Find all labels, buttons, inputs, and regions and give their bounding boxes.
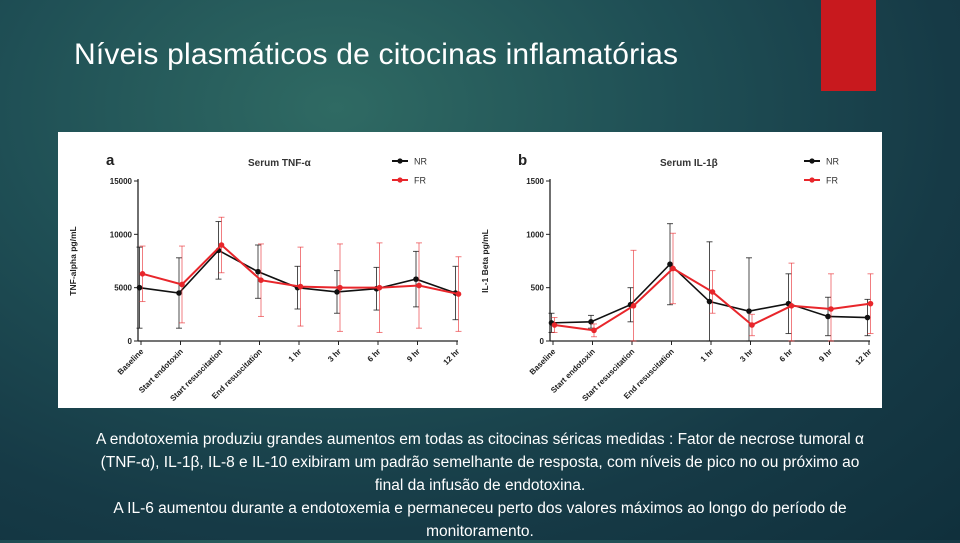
data-point-fr	[258, 277, 264, 283]
x-tick-label: 12 hr	[442, 347, 462, 367]
data-point-nr	[667, 261, 673, 267]
y-tick-label: 5000	[114, 284, 132, 293]
data-point-nr	[864, 314, 871, 321]
data-point-nr	[746, 308, 752, 314]
caption-line: A endotoxemia produziu grandes aumentos …	[96, 431, 864, 448]
il1-panel: b Serum IL-1β NR FR 0 500 1000 1500 IL-1 Beta pg…	[470, 132, 882, 408]
caption-line: final da infusão de endotoxina.	[374, 477, 586, 494]
legend-label: NR	[826, 157, 839, 167]
figure: a Serum TNF-α NR FR 0 5000 10000 15000 TNF-alpha…	[58, 132, 882, 408]
data-point-fr	[551, 322, 558, 328]
legend-label: FR	[826, 176, 838, 186]
x-tick-label: 1 hr	[699, 347, 716, 364]
panel-label: a	[106, 152, 115, 169]
legend-label: FR	[414, 176, 426, 186]
y-tick-label: 0	[540, 337, 545, 346]
x-tick-label: 1 hr	[287, 347, 304, 364]
data-point-nr	[413, 276, 419, 282]
data-point-nr	[706, 298, 713, 305]
tnf-chart: a Serum TNF-α NR FR 0 5000 10000 15000 TNF-alpha…	[68, 152, 462, 403]
legend-marker	[397, 177, 403, 183]
x-tick-label: 3 hr	[738, 347, 755, 364]
y-tick-label: 1500	[526, 177, 544, 186]
y-tick-label: 15000	[110, 177, 133, 186]
caption-line: monitoramento.	[426, 523, 534, 540]
y-tick-label: 500	[531, 284, 545, 293]
y-tick-label: 1000	[526, 230, 544, 239]
x-tick-label: 6 hr	[778, 347, 795, 364]
x-tick-label: 3 hr	[326, 347, 343, 364]
caption: A endotoxemia produziu grandes aumentos …	[0, 428, 960, 543]
x-tick-label: Baseline	[116, 347, 146, 377]
data-point-fr	[297, 283, 304, 290]
data-point-nr	[334, 289, 340, 295]
panel-label: b	[518, 152, 527, 169]
data-point-fr	[139, 271, 146, 277]
chart-title: Serum IL-1β	[660, 158, 718, 169]
data-point-fr	[709, 289, 716, 295]
data-point-nr	[176, 290, 182, 296]
legend-marker	[397, 158, 403, 164]
caption-line: (TNF-α), IL-1β, IL-8 e IL-10 exibiram um…	[100, 454, 860, 471]
data-point-nr	[136, 284, 143, 291]
x-tick-label: Baseline	[528, 347, 558, 377]
y-axis-label: IL-1 Beta pg/mL	[480, 229, 490, 293]
il1-chart: b Serum IL-1β NR FR 0 500 1000 1500 IL-1 Beta pg…	[480, 152, 874, 403]
y-tick-label: 10000	[110, 230, 133, 239]
data-point-fr	[867, 300, 874, 307]
data-point-nr	[255, 268, 261, 275]
data-point-fr	[788, 303, 795, 309]
slide-title: Níveis plasmáticos de citocinas inflamat…	[74, 38, 679, 71]
data-point-fr	[179, 281, 185, 288]
data-point-fr	[416, 282, 422, 289]
data-point-nr	[825, 313, 831, 320]
data-point-fr	[376, 284, 383, 291]
legend-label: NR	[414, 157, 427, 167]
data-point-fr	[337, 284, 343, 291]
x-tick-label: 12 hr	[854, 347, 874, 367]
data-point-fr	[218, 242, 225, 248]
y-tick-label: 0	[128, 337, 133, 346]
caption-line: A IL-6 aumentou durante a endotoxemia e …	[113, 500, 847, 517]
x-tick-label: 9 hr	[817, 347, 834, 364]
data-point-fr	[670, 265, 676, 272]
x-tick-label: 9 hr	[405, 347, 422, 364]
data-point-fr	[630, 303, 637, 309]
chart-title: Serum TNF-α	[248, 158, 312, 169]
data-point-fr	[591, 327, 597, 334]
legend-marker	[809, 177, 815, 183]
data-point-fr	[828, 306, 834, 312]
tnf-panel: a Serum TNF-α NR FR 0 5000 10000 15000 TNF-alpha…	[58, 132, 470, 408]
data-point-fr	[455, 291, 462, 297]
accent-bar	[821, 0, 876, 91]
data-point-fr	[749, 322, 755, 328]
y-axis-label: TNF-alpha pg/mL	[68, 226, 78, 295]
x-tick-label: 6 hr	[366, 347, 383, 364]
data-point-nr	[588, 319, 594, 325]
legend-marker	[809, 158, 815, 164]
